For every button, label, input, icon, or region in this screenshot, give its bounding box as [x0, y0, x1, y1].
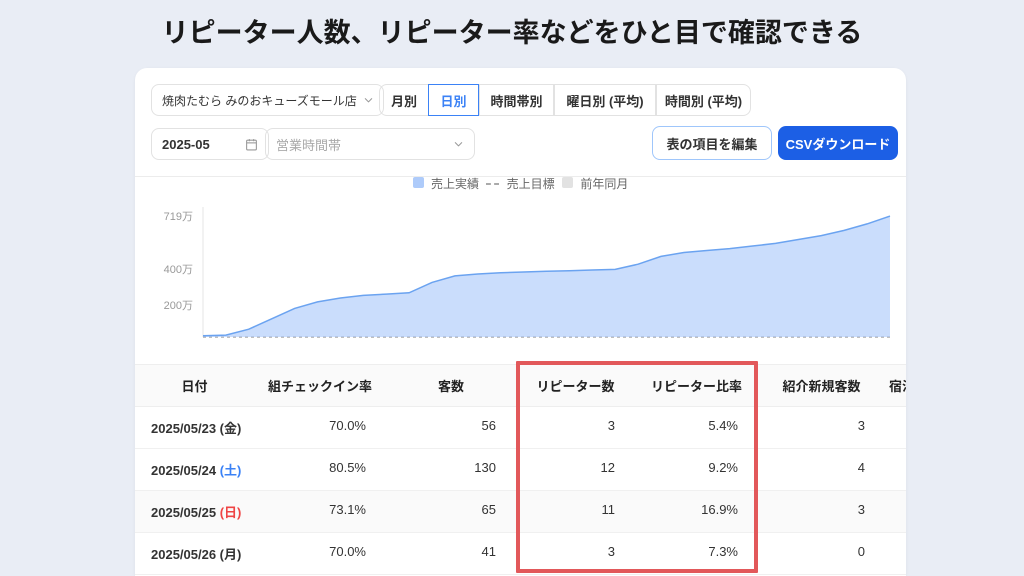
- svg-text:200万: 200万: [164, 300, 193, 312]
- svg-text:400万: 400万: [164, 264, 193, 276]
- svg-text:719万: 719万: [164, 211, 193, 223]
